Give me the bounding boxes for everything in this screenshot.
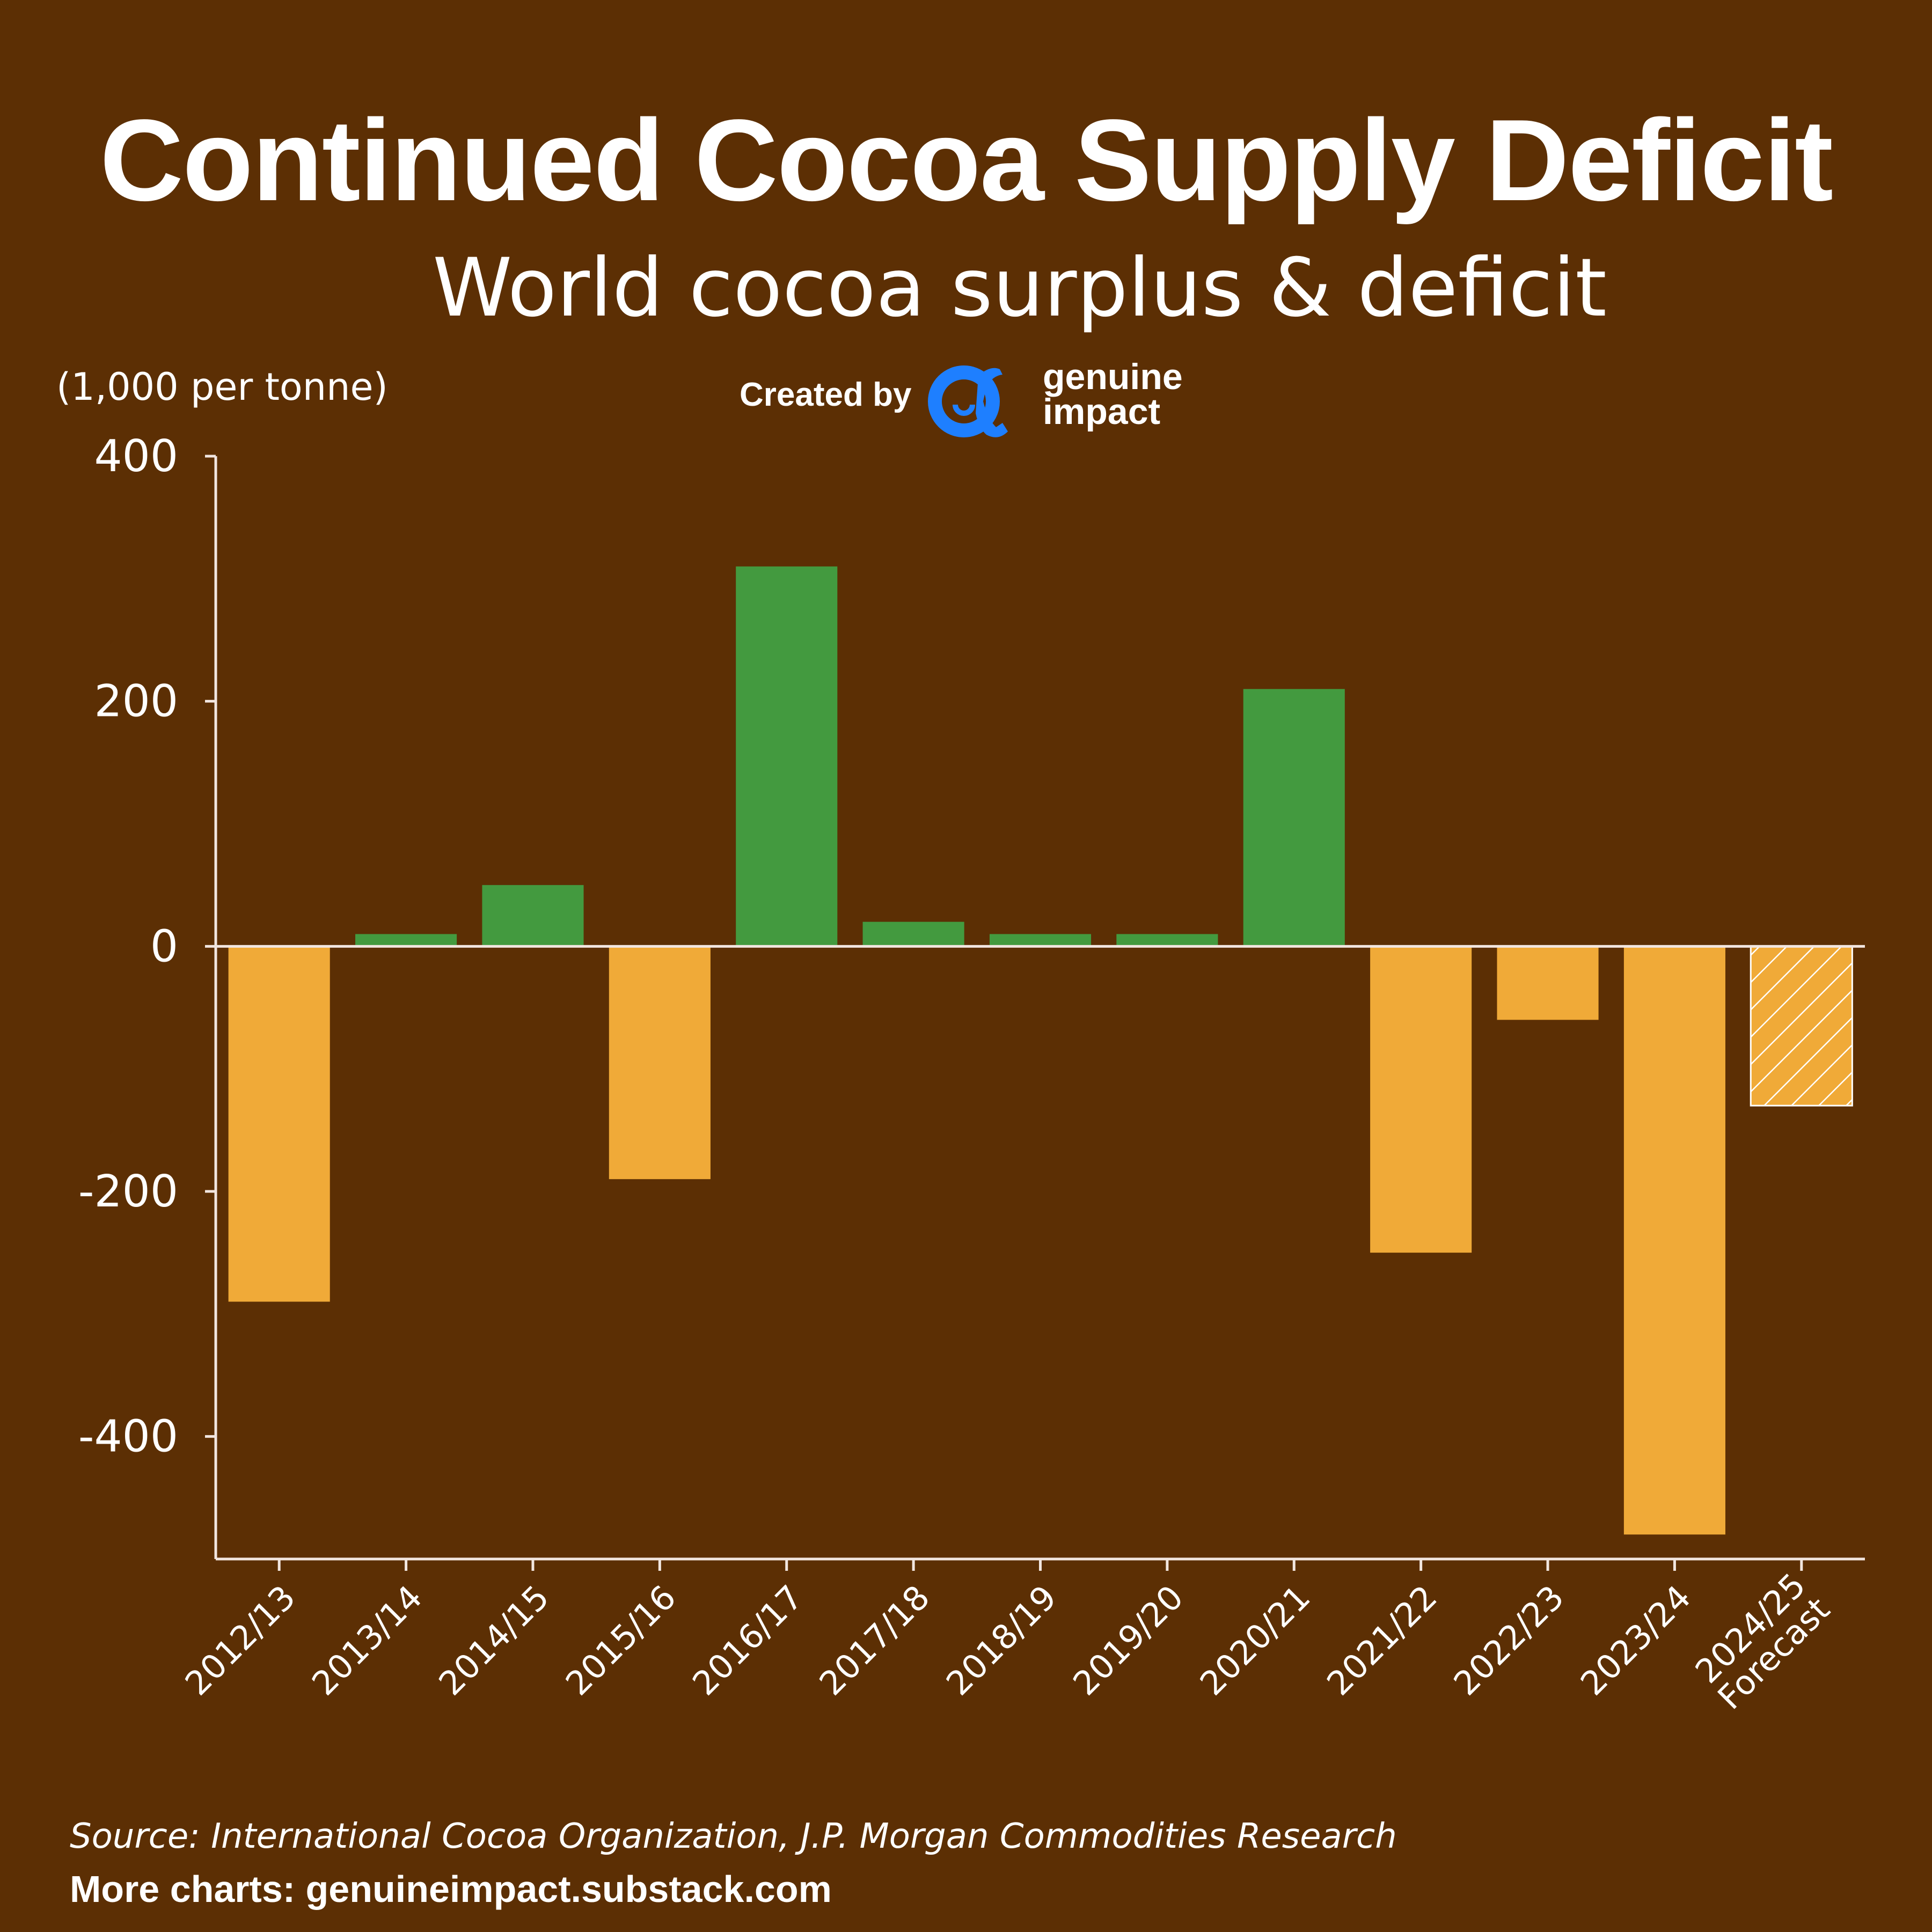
creator-credit: Created by genuine impact bbox=[740, 358, 1223, 440]
x-tick-label: 2012/13 bbox=[178, 1578, 303, 1703]
brand-name: genuine impact bbox=[1043, 356, 1183, 432]
x-tick-label-line: 2021/22 bbox=[1319, 1578, 1445, 1703]
alpha-eye-logo-icon bbox=[928, 365, 1008, 437]
chart-subtitle: World cocoa surplus & deficit bbox=[433, 241, 1607, 335]
x-tick-label: 2017/18 bbox=[812, 1578, 938, 1703]
bar-2013-14 bbox=[355, 934, 457, 947]
x-tick-label: 2022/23 bbox=[1446, 1578, 1571, 1703]
bars-layer bbox=[228, 566, 1853, 1535]
more-charts-link[interactable]: More charts: genuineimpact.substack.com bbox=[70, 1868, 832, 1910]
bar-2024-25 bbox=[1750, 945, 1853, 1107]
y-tick-labels: 400 200 0 -200 -400 bbox=[78, 431, 178, 1462]
bar-2016-17 bbox=[736, 566, 838, 947]
y-tick-label: -200 bbox=[78, 1166, 178, 1217]
x-tick-label-line: 2022/23 bbox=[1446, 1578, 1571, 1703]
x-tick-label-line: 2016/17 bbox=[685, 1578, 810, 1703]
axes-layer bbox=[205, 455, 1865, 1571]
bar-2021-22 bbox=[1370, 946, 1472, 1253]
x-tick-label: 2018/19 bbox=[939, 1578, 1064, 1703]
bar-2019-20 bbox=[1116, 934, 1218, 947]
bar-2022-23 bbox=[1497, 946, 1599, 1020]
x-tick-label: 2023/24 bbox=[1573, 1578, 1699, 1703]
x-tick-label-line: 2012/13 bbox=[178, 1578, 303, 1703]
x-tick-label: 2021/22 bbox=[1319, 1578, 1445, 1703]
y-axis-unit-label: (1,000 per tonne) bbox=[56, 365, 388, 409]
x-tick-label-line: 2020/21 bbox=[1192, 1578, 1318, 1703]
credit-prefix: Created by bbox=[740, 376, 912, 413]
x-tick-label-line: 2023/24 bbox=[1573, 1578, 1699, 1703]
bar-2023-24 bbox=[1623, 946, 1725, 1535]
x-tick-label: 2019/20 bbox=[1065, 1578, 1191, 1703]
x-tick-label-line: 2015/16 bbox=[558, 1578, 684, 1703]
x-tick-label: 2020/21 bbox=[1192, 1578, 1318, 1703]
x-tick-label: 2013/14 bbox=[304, 1578, 430, 1703]
x-tick-label: 2014/15 bbox=[431, 1578, 557, 1703]
bar-2018-19 bbox=[989, 934, 1092, 947]
x-tick-labels: 2012/13 2013/14 2014/15 2015/16 2016/17 2017/… bbox=[178, 1565, 1838, 1717]
source-note: Source: International Cocoa Organization… bbox=[70, 1817, 1397, 1856]
chart-title: Continued Cocoa Supply Deficit bbox=[99, 95, 1833, 225]
x-tick-label: 2015/16 bbox=[558, 1578, 684, 1703]
x-tick-label-line: 2019/20 bbox=[1065, 1578, 1191, 1703]
x-tick-label-line: 2013/14 bbox=[304, 1578, 430, 1703]
bar-2015-16 bbox=[609, 946, 711, 1180]
y-tick-label: 200 bbox=[94, 676, 178, 727]
x-tick-label-line: 2017/18 bbox=[812, 1578, 938, 1703]
brand-name-line2: impact bbox=[1043, 391, 1161, 432]
bar-2020-21 bbox=[1243, 689, 1345, 947]
x-tick-label-line: 2018/19 bbox=[939, 1578, 1064, 1703]
y-tick-label: -400 bbox=[78, 1411, 178, 1462]
bar-2012-13 bbox=[228, 946, 330, 1302]
bar-2017-18 bbox=[862, 921, 964, 947]
bar-2014-15 bbox=[482, 885, 584, 947]
x-tick-label: 2016/17 bbox=[685, 1578, 810, 1703]
x-tick-label-line: 2014/15 bbox=[431, 1578, 557, 1703]
y-tick-label: 0 bbox=[150, 921, 178, 972]
y-tick-label: 400 bbox=[94, 431, 178, 482]
brand-name-line1: genuine bbox=[1043, 356, 1183, 397]
